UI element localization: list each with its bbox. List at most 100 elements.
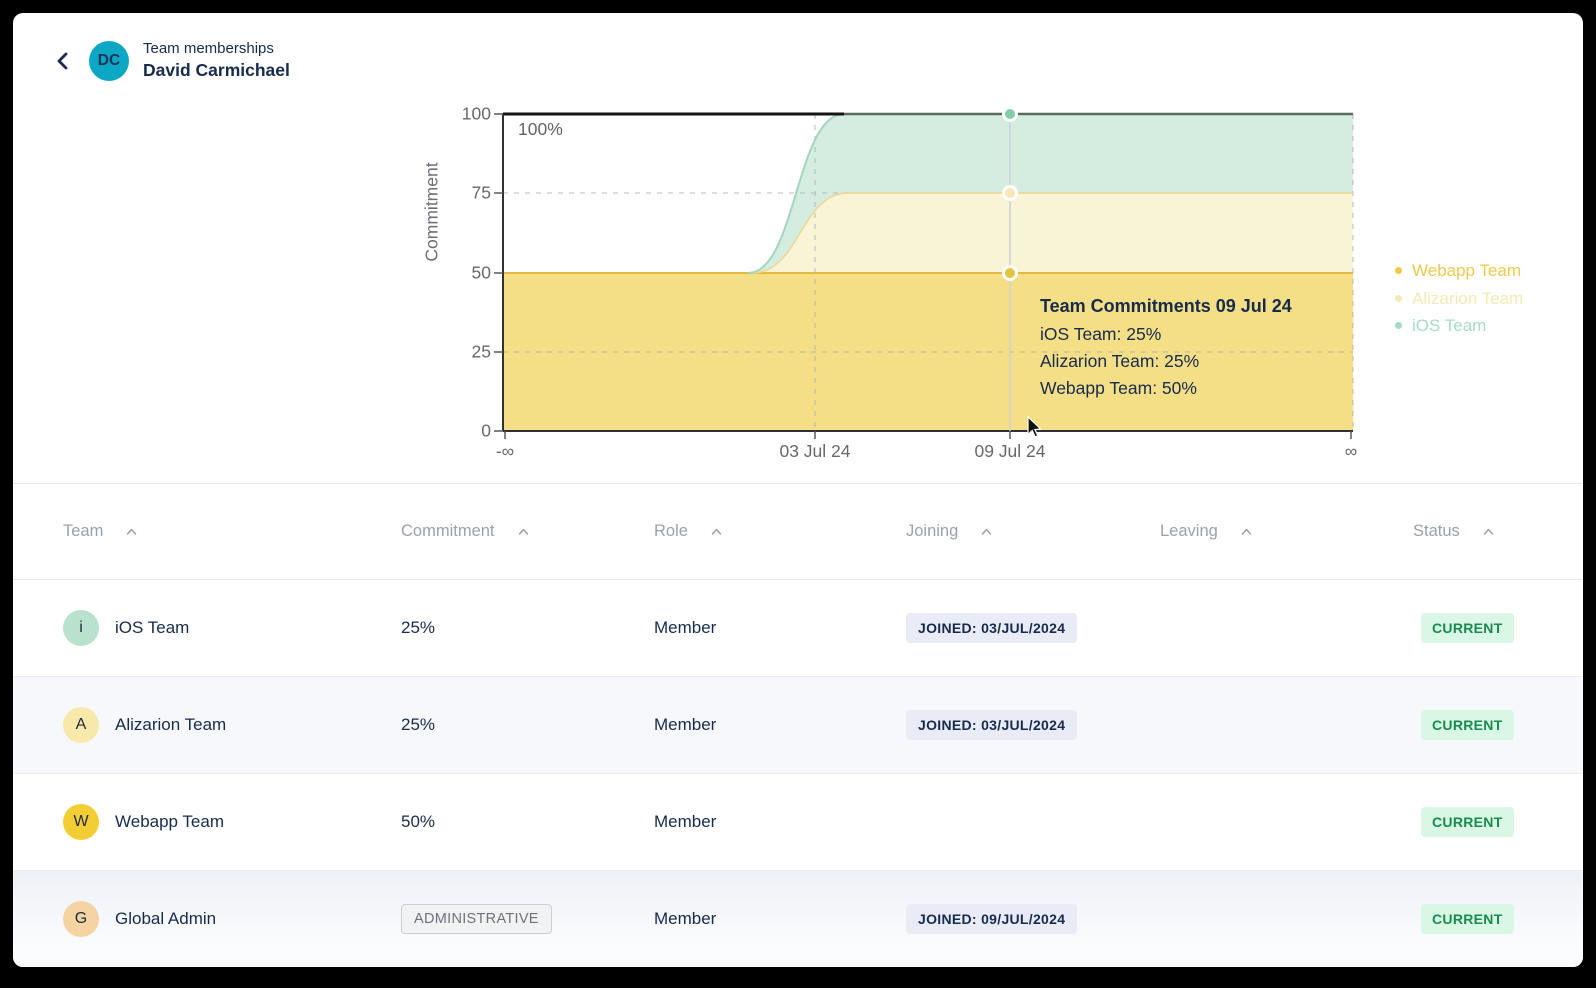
team-name: Global Admin [115,909,217,928]
edge-alizarion [751,192,1353,274]
chart-legend: Webapp Team Alizarion Team iOS Team [1395,257,1523,340]
table-row[interactable]: W Webapp Team 50% Member CURRENT [13,773,1583,870]
sort-chevron-up-icon [711,528,722,535]
team-cell: G Global Admin [63,901,401,937]
column-header-joining[interactable]: Joining [906,522,1160,541]
memberships-table: Team Commitment Role Joining Leaving Sta… [13,483,1583,967]
marker-webapp [1002,265,1018,281]
marker-alizarion [1002,185,1018,201]
tooltip-line-webapp: Webapp Team: 50% [1040,378,1197,398]
table-header-row: Team Commitment Role Joining Leaving Sta… [13,483,1583,580]
table-row[interactable]: A Alizarion Team 25% Member JOINED: 03/J… [13,676,1583,773]
y-tick-0: 0 [481,420,491,441]
table-row[interactable]: G Global Admin ADMINISTRATIVE Member JOI… [13,870,1583,967]
administrative-badge: ADMINISTRATIVE [401,904,552,934]
team-avatar: A [63,707,99,743]
edge-ios [747,113,1353,274]
sort-chevron-up-icon [1483,528,1494,535]
status-badge: CURRENT [1421,710,1514,740]
status-cell: CURRENT [1413,807,1583,837]
max-line-label: 100% [518,119,563,139]
tooltip-line-ios: iOS Team: 25% [1040,324,1162,344]
sort-chevron-up-icon [518,528,528,535]
commitment-cell: ADMINISTRATIVE [401,904,654,934]
legend-dot-ios [1395,322,1402,330]
y-tick-75: 75 [471,182,491,203]
column-header-status[interactable]: Status [1413,522,1583,541]
column-label: Status [1413,522,1460,540]
column-label: Role [654,522,688,540]
column-label: Team [63,522,104,540]
column-header-leaving[interactable]: Leaving [1160,522,1413,541]
column-header-commitment[interactable]: Commitment [401,522,654,541]
team-cell: A Alizarion Team [63,707,401,743]
page-subtitle: Team memberships [143,40,274,57]
area-alizarion-team [503,193,1353,273]
axis-ticks [494,113,1352,439]
column-header-team[interactable]: Team [63,522,401,541]
column-label: Leaving [1160,522,1218,540]
role-value: Member [654,618,717,637]
team-cell: W Webapp Team [63,804,401,840]
joining-cell: JOINED: 03/JUL/2024 [906,710,1160,740]
legend-item-ios[interactable]: iOS Team [1395,312,1523,340]
joined-badge: JOINED: 09/JUL/2024 [906,904,1078,934]
legend-label-ios: iOS Team [1412,316,1487,335]
legend-dot-webapp [1395,267,1402,275]
column-label: Commitment [401,522,495,540]
commitment-value: 25% [401,715,436,734]
role-value: Member [654,909,717,928]
back-button[interactable] [51,49,75,73]
y-tick-25: 25 [471,341,491,362]
y-axis-label: Commitment [421,162,442,262]
app-window: DC Team memberships David Carmichael [13,13,1583,967]
column-header-role[interactable]: Role [654,522,906,541]
chart-tooltip: Team Commitments 09 Jul 24 iOS Team: 25%… [1040,296,1292,402]
legend-dot-alizarion [1395,294,1402,302]
x-tick-neg-infinity: -∞ [495,441,515,461]
mouse-cursor [1027,415,1043,438]
team-avatar: G [63,901,99,937]
status-cell: CURRENT [1413,710,1583,740]
status-badge: CURRENT [1421,613,1514,643]
joining-cell: JOINED: 09/JUL/2024 [906,904,1160,934]
x-tick-03-jul: 03 Jul 24 [779,441,851,461]
status-badge: CURRENT [1421,904,1514,934]
joining-cell: JOINED: 03/JUL/2024 [906,613,1160,643]
status-badge: CURRENT [1421,807,1514,837]
role-value: Member [654,812,717,831]
status-cell: CURRENT [1413,613,1583,643]
team-cell: i iOS Team [63,610,401,646]
page-header: DC Team memberships David Carmichael [51,39,290,83]
x-tick-09-jul: 09 Jul 24 [974,441,1046,461]
legend-label-alizarion: Alizarion Team [1412,288,1524,308]
team-avatar: W [63,804,99,840]
joined-badge: JOINED: 03/JUL/2024 [906,613,1078,643]
tooltip-line-alizarion: Alizarion Team: 25% [1040,351,1200,371]
marker-ios [1002,106,1018,122]
role-value: Member [654,715,717,734]
sort-chevron-up-icon [1241,528,1252,535]
stacked-area-plot[interactable] [13,13,1583,473]
legend-label-webapp: Webapp Team [1412,261,1521,280]
y-tick-50: 50 [471,262,491,283]
team-name: iOS Team [115,618,190,637]
column-label: Joining [906,522,959,540]
team-name: Alizarion Team [115,715,227,734]
header-titles: Team memberships David Carmichael [143,39,290,83]
table-row[interactable]: i iOS Team 25% Member JOINED: 03/JUL/202… [13,580,1583,676]
team-avatar: i [63,610,99,646]
commitment-chart: Commitment 100% 100 75 50 25 0 -∞ 03 Jul… [13,13,1583,483]
commitment-value: 25% [401,618,436,637]
joined-badge: JOINED: 03/JUL/2024 [906,710,1078,740]
y-tick-100: 100 [461,103,491,124]
x-tick-infinity: ∞ [1344,441,1358,461]
team-name: Webapp Team [115,812,224,831]
sort-chevron-up-icon [982,528,992,535]
legend-item-alizarion[interactable]: Alizarion Team [1395,285,1523,313]
legend-item-webapp[interactable]: Webapp Team [1395,257,1523,285]
status-cell: CURRENT [1413,904,1583,934]
user-avatar: DC [89,40,129,81]
commitment-value: 50% [401,812,436,831]
tooltip-title: Team Commitments 09 Jul 24 [1040,296,1292,316]
